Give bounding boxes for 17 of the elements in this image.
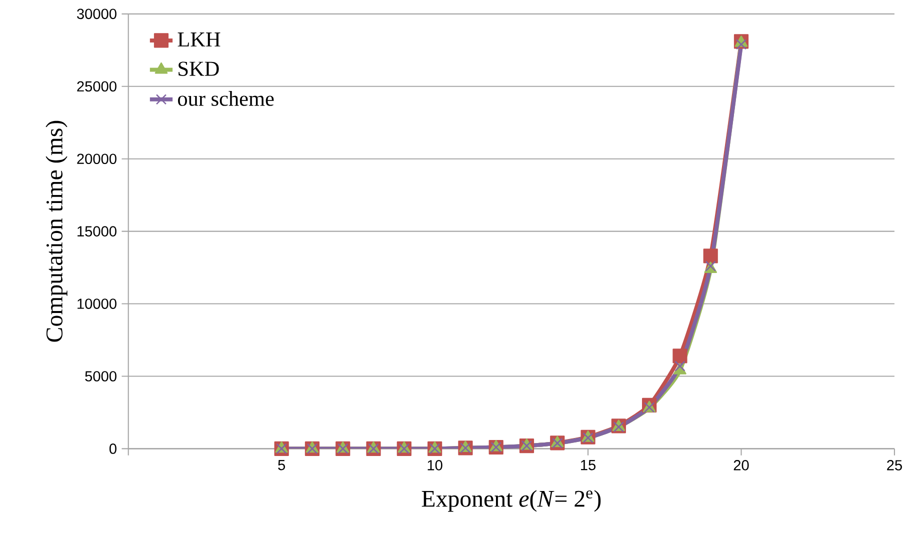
y-tick-label: 10000 (78, 298, 116, 309)
legend-label: our scheme (178, 90, 274, 106)
x-tick-label: 15 (581, 460, 596, 470)
y-tick-label: 30000 (77, 8, 116, 19)
legend-label: LKH (178, 32, 220, 46)
y-tick-label: 25000 (77, 81, 116, 92)
y-tick-label: 20000 (77, 154, 116, 164)
x-tick-label: 25 (887, 460, 902, 470)
y-axis-title: Computation time (ms) (46, 120, 68, 342)
y-tick-label: 0 (109, 443, 116, 454)
y-tick-label: 5000 (85, 370, 116, 382)
x-tick-label: 20 (734, 460, 749, 470)
y-tick-label: 15000 (78, 226, 116, 236)
x-tick-label: 5 (278, 460, 286, 470)
x-axis-title: Exponent e(N= 2$^{e}$) (422, 490, 601, 512)
x-tick-label: 10 (428, 460, 442, 470)
legend-label: SKD (178, 62, 219, 76)
